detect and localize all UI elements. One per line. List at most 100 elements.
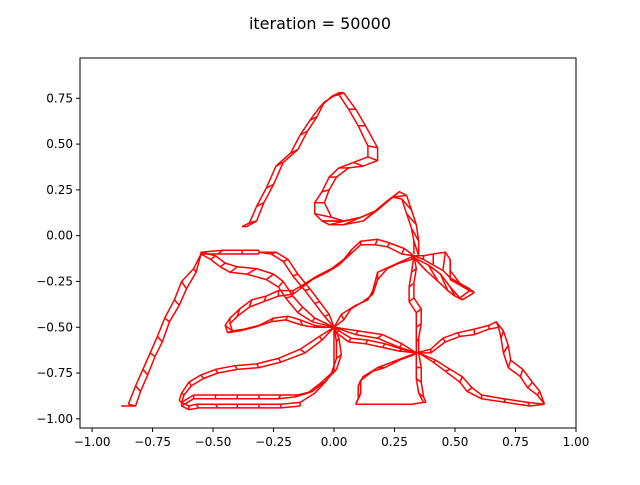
strand-19-rung-2 — [297, 306, 304, 314]
strand-18-rung-3 — [277, 357, 282, 363]
strand-4-rung-1 — [459, 297, 463, 301]
strand-20-edge-a — [258, 251, 335, 328]
strand-7-rung-1 — [239, 328, 245, 332]
strand-14-rung-5 — [391, 359, 400, 363]
strand-1-rung-0 — [338, 92, 344, 96]
strand-0-rung-7 — [309, 115, 318, 121]
strand-19-rung-1 — [311, 317, 316, 323]
strand-8-rung-7 — [398, 260, 403, 264]
x-tick-label: 0.75 — [502, 435, 529, 449]
strand-18-rung-7 — [200, 374, 205, 379]
strand-8-rung-2 — [350, 304, 357, 310]
strand-6-edge-a — [224, 289, 293, 334]
strand-0-rung-4 — [275, 161, 284, 167]
strand-16-rung-2 — [336, 354, 342, 359]
strand-10-edge-b — [416, 326, 505, 354]
strand-5-rung-2 — [386, 242, 391, 248]
strand-2-rung-5 — [392, 194, 407, 198]
strand-21-rung-3 — [173, 299, 180, 306]
strand-4-rung-5 — [413, 257, 427, 271]
strand-3-rung-3 — [442, 252, 447, 271]
strand-11-rung-0 — [502, 345, 509, 354]
strand-13-rung-3 — [418, 392, 425, 398]
x-axis: −1.00 −0.75 −0.50 −0.25 0.00 0.25 0.50 0.75 1.00 — [74, 428, 589, 449]
strand-9-rung-2 — [408, 282, 415, 288]
strand-0-rung-6 — [299, 130, 308, 136]
y-tick-label: −1.00 — [36, 412, 73, 426]
strand-21-rung-2 — [180, 281, 188, 290]
x-tick-label: −1.00 — [74, 435, 111, 449]
strand-3-rung-6 — [449, 278, 470, 290]
strand-15-rung-3 — [364, 339, 369, 345]
strand-21-rung-7 — [142, 368, 149, 376]
strand-0-edge-b — [241, 93, 340, 228]
strand-12-rung-4 — [466, 387, 473, 392]
strand-10-rung-7 — [500, 330, 505, 339]
strand-4-rung-4 — [427, 264, 439, 282]
chart-title: iteration = 50000 — [248, 14, 392, 33]
strand-2-rung-6 — [401, 198, 413, 211]
strand-18-rung-10 — [178, 399, 183, 403]
strand-20-rung-2 — [282, 258, 289, 263]
strand-21-rung-9 — [128, 403, 136, 407]
strand-0-rung-9 — [331, 92, 340, 98]
y-tick-label: −0.75 — [36, 366, 73, 380]
y-axis: 0.75 0.50 0.25 0.00 −0.25 −0.50 −0.75 −1.00 — [36, 91, 80, 426]
strand-6-rung-4 — [236, 308, 241, 317]
strand-8-edge-a — [333, 255, 415, 328]
strand-12-rung-5 — [459, 376, 463, 383]
strand-20-rung-4 — [304, 288, 311, 292]
strand-7-rung-5 — [299, 319, 304, 326]
strand-14-edge-a — [355, 352, 417, 405]
strand-1-rung-8 — [321, 189, 330, 193]
x-tick-label: −0.75 — [134, 435, 171, 449]
strand-5-edge-b — [292, 244, 415, 295]
strand-6-rung-6 — [224, 324, 233, 332]
strand-20-rung-1 — [270, 251, 277, 255]
strand-21-rung-8 — [135, 385, 142, 392]
x-tick-label: −0.50 — [195, 435, 232, 449]
strand-8-rung-6 — [386, 266, 391, 270]
strand-2-rung-1 — [329, 216, 361, 226]
strand-0-rung-5 — [290, 148, 299, 154]
strand-12-rung-6 — [445, 368, 451, 372]
strand-21-rung-5 — [156, 335, 163, 343]
strand-19-rung-8 — [219, 262, 226, 268]
strand-8-rung-1 — [340, 314, 345, 321]
strand-12-edge-b — [418, 352, 545, 405]
strand-1-rung-3 — [367, 145, 378, 149]
strand-0-edge-a — [246, 92, 344, 228]
strand-19-rung-5 — [265, 273, 275, 281]
strand-5-rung-7 — [326, 268, 333, 273]
strand-5-rung-3 — [374, 239, 379, 246]
strand-16-rung-1 — [335, 337, 340, 343]
strand-9-rung-5 — [415, 322, 422, 328]
strand-20-rung-5 — [314, 300, 320, 305]
strand-4-edge-b — [413, 257, 470, 299]
strand-20-rung-3 — [292, 273, 299, 277]
strand-7-rung-4 — [285, 315, 289, 321]
y-tick-label: −0.50 — [36, 320, 73, 334]
strand-10-rung-3 — [456, 332, 461, 337]
strand-22-rung-3 — [398, 343, 403, 348]
strand-0-rung-2 — [256, 202, 265, 208]
strand-8-edge-b — [333, 255, 415, 328]
strand-20-rung-6 — [324, 313, 330, 317]
strand-5-rung-8 — [311, 275, 318, 281]
strand-13-edge-a — [355, 352, 425, 405]
strand-9-rung-4 — [415, 308, 422, 314]
strand-8-rung-3 — [362, 299, 369, 303]
strand-11-rung-3 — [527, 381, 534, 389]
strand-19-edge-b — [200, 249, 335, 328]
strand-18-edge-b — [180, 326, 335, 403]
strand-18-rung-4 — [255, 363, 260, 368]
strand-15-rung-1 — [398, 348, 403, 352]
strand-0-rung-1 — [249, 220, 257, 224]
strand-1-rung-10 — [314, 212, 332, 219]
strand-22-rung-1 — [355, 330, 359, 335]
strand-7-rung-3 — [270, 317, 275, 323]
strand-5-rung-6 — [338, 258, 345, 266]
strand-6-rung-3 — [248, 299, 253, 308]
strand-14-rung-1 — [357, 392, 362, 399]
